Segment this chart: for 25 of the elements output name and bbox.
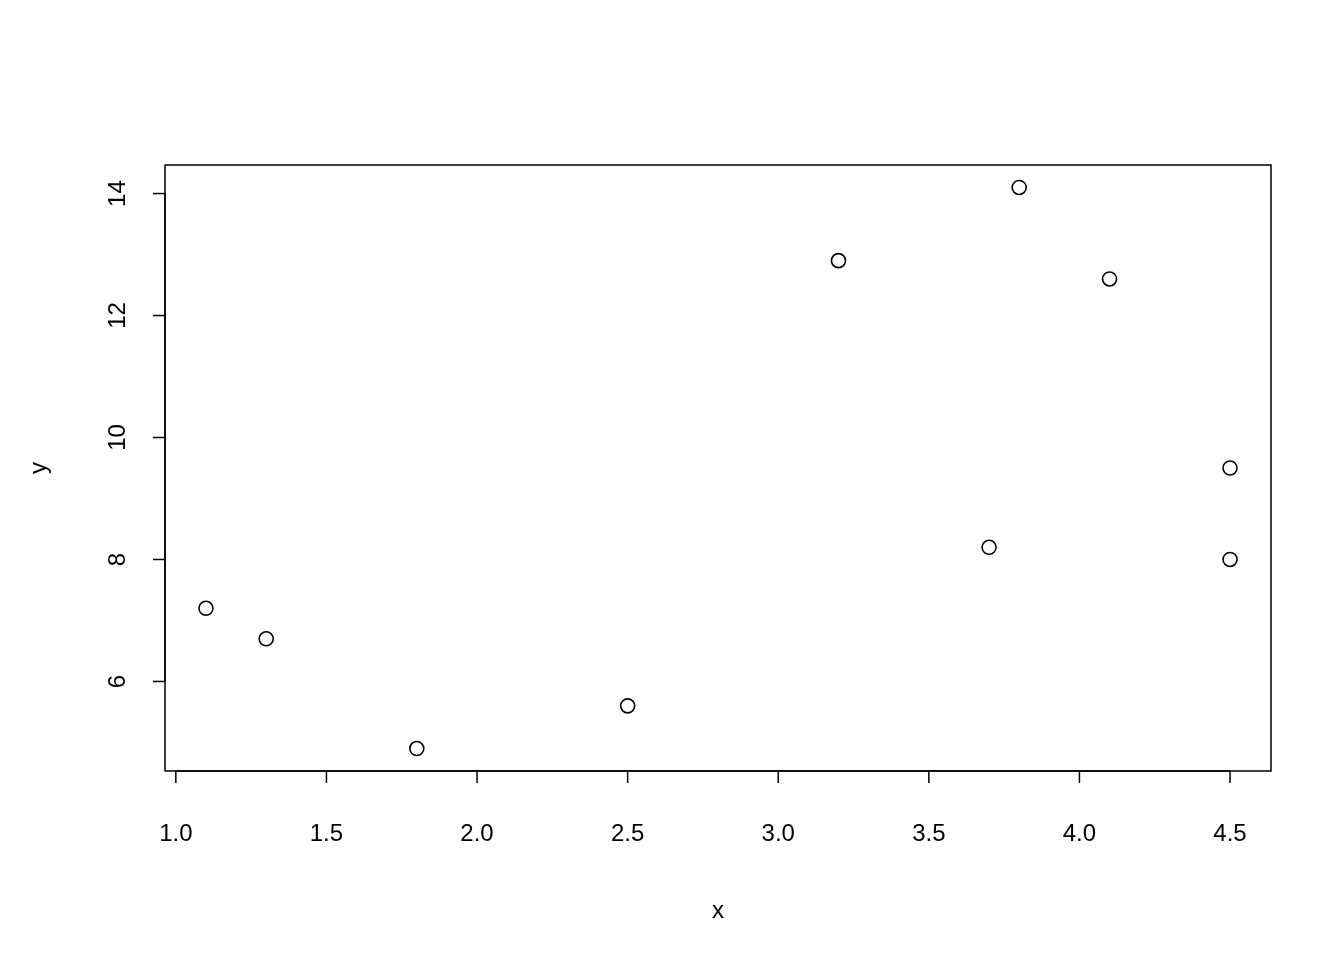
point bbox=[409, 740, 425, 757]
point bbox=[1101, 271, 1118, 287]
x-tick-label: 1.0 bbox=[159, 819, 193, 846]
y-tick-label: 8 bbox=[103, 552, 131, 567]
point bbox=[830, 252, 847, 269]
x-tick-label: 1.5 bbox=[309, 819, 344, 846]
point bbox=[1222, 460, 1238, 476]
x-tick-label: 2.5 bbox=[610, 819, 645, 846]
y-tick-label: 12 bbox=[103, 302, 131, 329]
x-tick-label: 3.0 bbox=[761, 819, 795, 846]
y-tick-label: 10 bbox=[103, 424, 131, 451]
point bbox=[619, 698, 636, 714]
x-tick-label: 4.0 bbox=[1062, 819, 1097, 846]
point bbox=[1222, 551, 1238, 568]
y-tick-label: 14 bbox=[103, 180, 131, 207]
point bbox=[198, 600, 214, 617]
y-axis-title: y bbox=[24, 462, 52, 474]
point bbox=[258, 630, 274, 647]
x-axis-title: x bbox=[712, 896, 724, 923]
x-tick-label: 3.5 bbox=[912, 819, 946, 846]
point bbox=[1011, 179, 1027, 196]
point bbox=[981, 539, 997, 556]
x-tick-label: 2.0 bbox=[460, 819, 494, 846]
x-tick-label: 4.5 bbox=[1213, 819, 1247, 846]
y-tick-label: 6 bbox=[103, 674, 131, 689]
